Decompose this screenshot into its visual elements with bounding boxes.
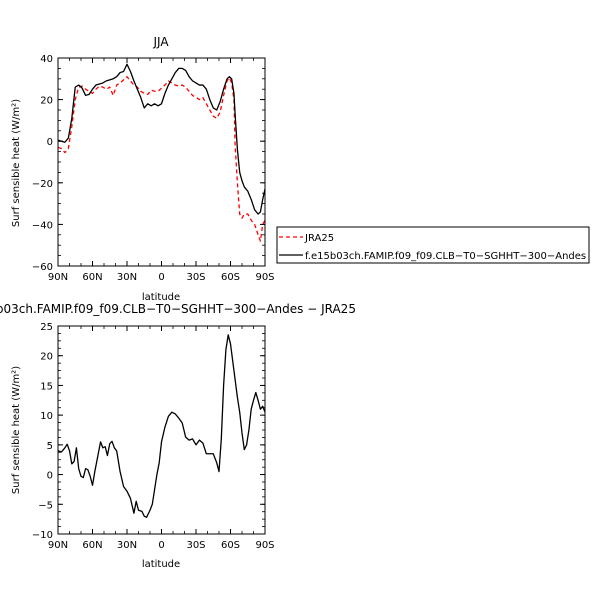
bottom-chart: f.e15b03ch.FAMIP.f09_f09.CLB−T0−SGHHT−30… [0, 302, 356, 570]
y-tick-label: 10 [40, 411, 53, 422]
y-tick-label: 0 [47, 471, 53, 482]
y-tick-label: 20 [40, 96, 53, 107]
bottom-chart-title: f.e15b03ch.FAMIP.f09_f09.CLB−T0−SGHHT−30… [0, 302, 356, 316]
legend-box [276, 226, 590, 264]
x-tick-label: 30S [186, 272, 205, 283]
bottom-chart-x-axis-label: latitude [142, 559, 180, 570]
bottom-chart-ticks: 90N 60N 30N 0 30S 60S 90S −10 −5 0 5 10 15 20 25 [32, 322, 275, 551]
y-tick-label: −20 [32, 179, 53, 190]
top-chart-legend: JRA25 f.e15b03ch.FAMIP.f09_f09.CLB−T0−SG… [276, 226, 590, 264]
y-tick-label: −40 [32, 220, 53, 231]
top-chart-plot [57, 63, 266, 242]
bottom-chart-y-axis-label: Surf sensible heat (W/m²) [11, 366, 22, 494]
y-tick-label: −60 [32, 262, 53, 273]
series-line-0-0 [57, 76, 266, 242]
x-tick-label: 90S [255, 272, 274, 283]
x-tick-label: 90N [48, 272, 68, 283]
x-tick-label: 0 [158, 540, 164, 551]
x-tick-label: 60N [82, 272, 102, 283]
top-chart-y-axis-label: Surf sensible heat (W/m²) [11, 99, 22, 227]
legend-label-andes: f.e15b03ch.FAMIP.f09_f09.CLB−T0−SGHHT−30… [305, 251, 586, 262]
top-chart: JJA Surf sensible heat (W/m²) latitude 9… [11, 35, 275, 303]
bottom-chart-plot [57, 334, 266, 519]
y-tick-label: 0 [47, 137, 53, 148]
y-tick-label: 25 [40, 322, 53, 333]
series-line-0-1 [57, 63, 266, 215]
y-tick-label: 5 [47, 441, 53, 452]
bottom-chart-frame [57, 325, 266, 535]
y-tick-label: 15 [40, 381, 53, 392]
top-chart-x-axis-label: latitude [142, 292, 180, 303]
x-tick-label: 60S [221, 272, 240, 283]
top-chart-frame [57, 57, 266, 267]
legend-label-jra25: JRA25 [304, 233, 334, 244]
x-tick-label: 90S [255, 540, 274, 551]
top-chart-ticks: 90N 60N 30N 0 30S 60S 90S −60 −40 −20 0 20 40 [32, 54, 275, 283]
y-tick-label: 40 [40, 54, 53, 65]
top-chart-title: JJA [152, 35, 169, 49]
series-line-1-0 [57, 334, 266, 519]
x-tick-label: 30N [117, 540, 137, 551]
x-tick-label: 0 [158, 272, 164, 283]
y-tick-label: −10 [32, 530, 53, 541]
y-tick-label: −5 [38, 500, 53, 511]
x-tick-label: 60N [82, 540, 102, 551]
x-tick-label: 30N [117, 272, 137, 283]
x-tick-label: 30S [186, 540, 205, 551]
x-tick-label: 90N [48, 540, 68, 551]
x-tick-label: 60S [221, 540, 240, 551]
y-tick-label: 20 [40, 352, 53, 363]
